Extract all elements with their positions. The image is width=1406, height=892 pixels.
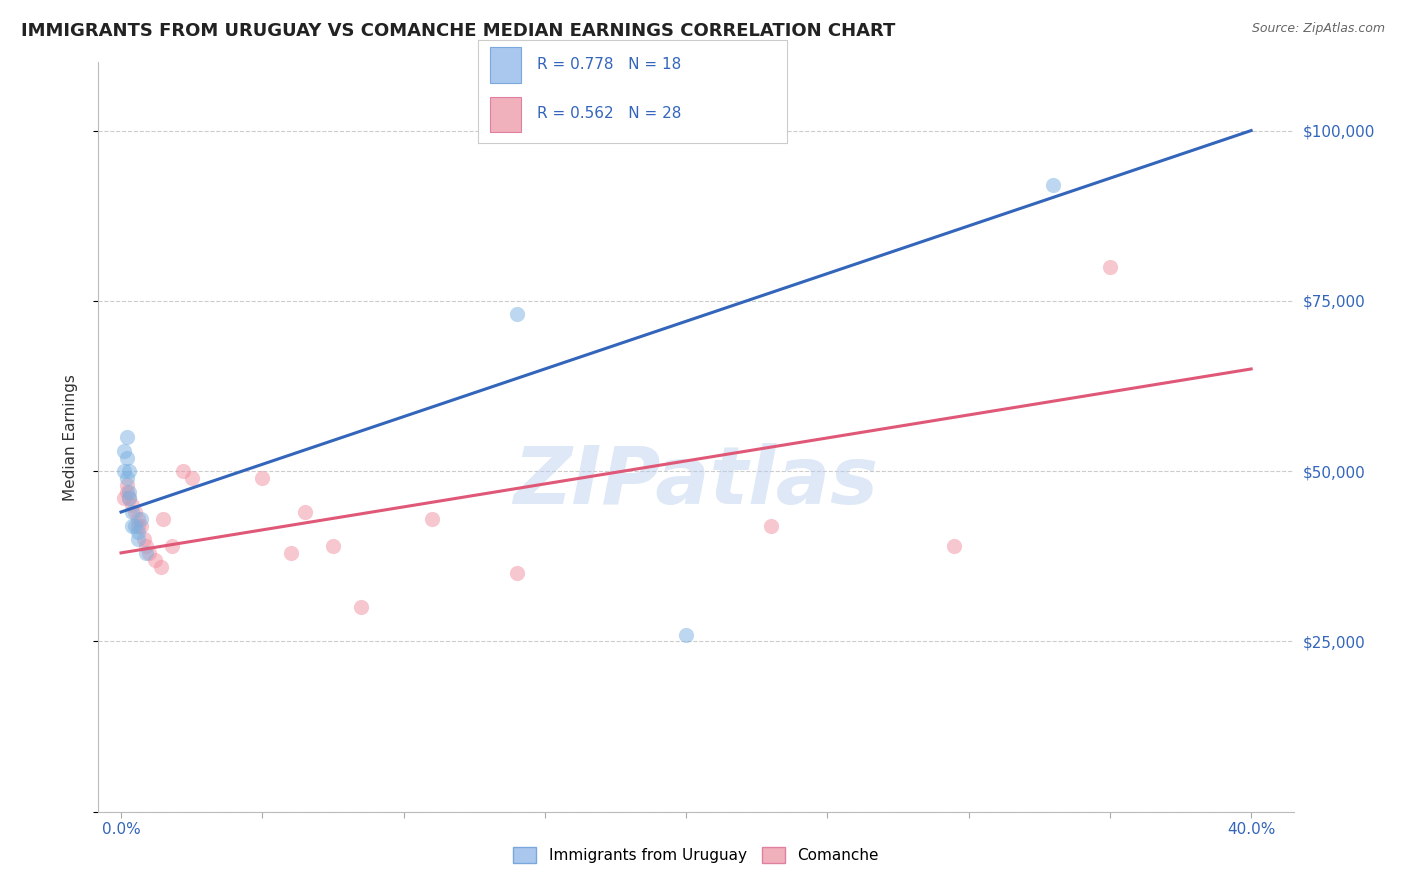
Point [1098, 260, 1121, 274]
Bar [491, 96, 522, 132]
Point [118, 491, 141, 506]
Point [124, 518, 146, 533]
Point [135, 539, 157, 553]
Point [152, 512, 174, 526]
Point [350, 600, 373, 615]
Point [252, 471, 274, 485]
Point [294, 505, 316, 519]
Point [943, 539, 966, 553]
Text: IMMIGRANTS FROM URUGUAY VS COMANCHE MEDIAN EARNINGS CORRELATION CHART: IMMIGRANTS FROM URUGUAY VS COMANCHE MEDI… [21, 22, 896, 40]
Point [121, 518, 143, 533]
Point [118, 484, 141, 499]
Point [180, 471, 202, 485]
Point [127, 533, 149, 547]
Point [280, 546, 302, 560]
Point [149, 559, 172, 574]
Point [132, 533, 155, 547]
Point [115, 477, 138, 491]
Text: R = 0.778   N = 18: R = 0.778 N = 18 [537, 57, 681, 72]
Text: ZIPatlas: ZIPatlas [513, 443, 879, 521]
Bar [491, 47, 522, 83]
Point [112, 443, 135, 458]
Point [135, 546, 157, 560]
Point [118, 491, 141, 506]
Point [143, 552, 166, 566]
Point [138, 546, 160, 560]
Point [129, 518, 152, 533]
Point [129, 512, 152, 526]
Point [112, 464, 135, 478]
Point [121, 505, 143, 519]
Text: Source: ZipAtlas.com: Source: ZipAtlas.com [1251, 22, 1385, 36]
Point [127, 512, 149, 526]
Point [121, 498, 143, 512]
Point [115, 430, 138, 444]
Point [675, 627, 697, 641]
Point [1042, 178, 1064, 192]
Point [127, 518, 149, 533]
Point [115, 450, 138, 465]
Y-axis label: Median Earnings: Median Earnings [63, 374, 77, 500]
Point [505, 308, 527, 322]
Point [112, 491, 135, 506]
Point [115, 471, 138, 485]
Text: R = 0.562   N = 28: R = 0.562 N = 28 [537, 106, 681, 121]
Legend: Immigrants from Uruguay, Comanche: Immigrants from Uruguay, Comanche [509, 843, 883, 868]
Point [505, 566, 527, 581]
Point [124, 505, 146, 519]
Point [420, 512, 443, 526]
Point [322, 539, 344, 553]
Point [172, 464, 194, 478]
Point [759, 518, 782, 533]
Point [160, 539, 183, 553]
Point [127, 525, 149, 540]
Point [115, 484, 138, 499]
Point [118, 464, 141, 478]
